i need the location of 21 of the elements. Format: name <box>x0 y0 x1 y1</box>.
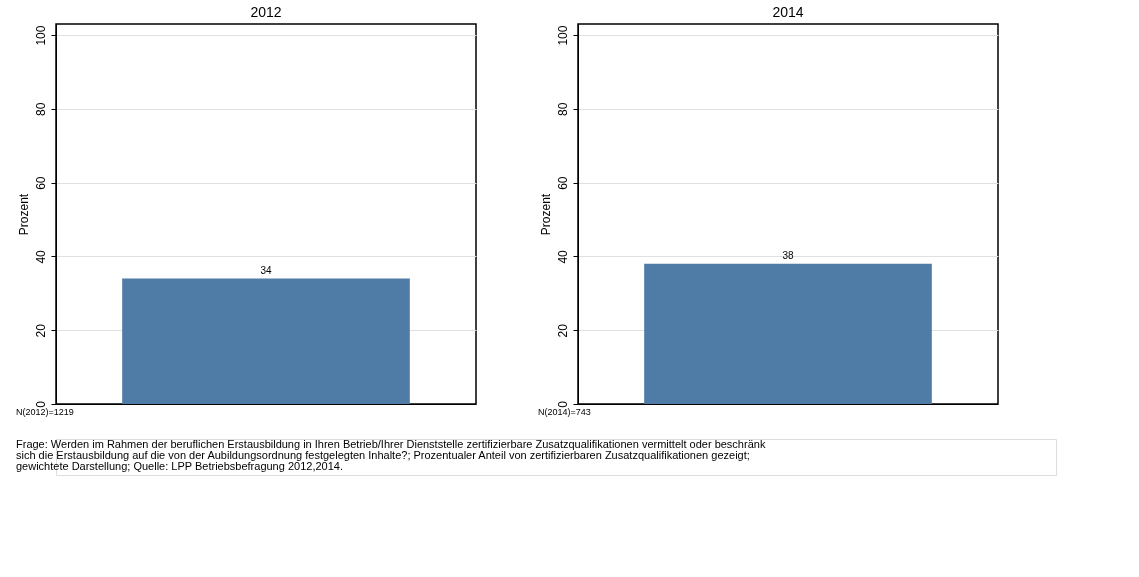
y-tick-label: 100 <box>555 25 570 46</box>
y-tick-label: 0 <box>33 400 48 408</box>
y-tick-label: 20 <box>33 323 48 338</box>
y-tick-label: 80 <box>555 102 570 117</box>
chart-title: 2014 <box>772 4 804 20</box>
y-tick-label: 0 <box>555 400 570 408</box>
y-tick-label: 60 <box>555 176 570 190</box>
text: N(2012)=1219 <box>16 407 74 417</box>
data-label: 38 <box>782 249 794 261</box>
y-tick-label: 20 <box>555 323 570 338</box>
text: N(2014)=743 <box>538 407 591 417</box>
y-tick-label: 60 <box>33 176 48 190</box>
y-axis-title: Prozent <box>16 193 31 236</box>
chart-title: 2012 <box>250 4 282 20</box>
y-tick-label: 40 <box>555 249 570 264</box>
y-tick-label: 40 <box>33 249 48 264</box>
text: Frage: Werden im Rahmen der beruflichen Erstausbildung in Ihren Betrieb/Ihrer Dienststelle zertifizierbare Zusatzqualifikationen vermittelt oder beschränk sich die Erstausbildung auf die von der Aubildungsordnung festgelegten Inhalte?; Prozentualer Anteil von zertifizierbaren Zusatzqualifikationen gezeigt; gewichtete Darstellung; Quelle: LPP Betriebsbefragung 2012,2014. <box>16 438 766 472</box>
y-tick-label: 100 <box>33 25 48 46</box>
data-label: 34 <box>260 264 272 276</box>
y-axis-title: Prozent <box>538 193 553 236</box>
y-tick-label: 80 <box>33 102 48 117</box>
